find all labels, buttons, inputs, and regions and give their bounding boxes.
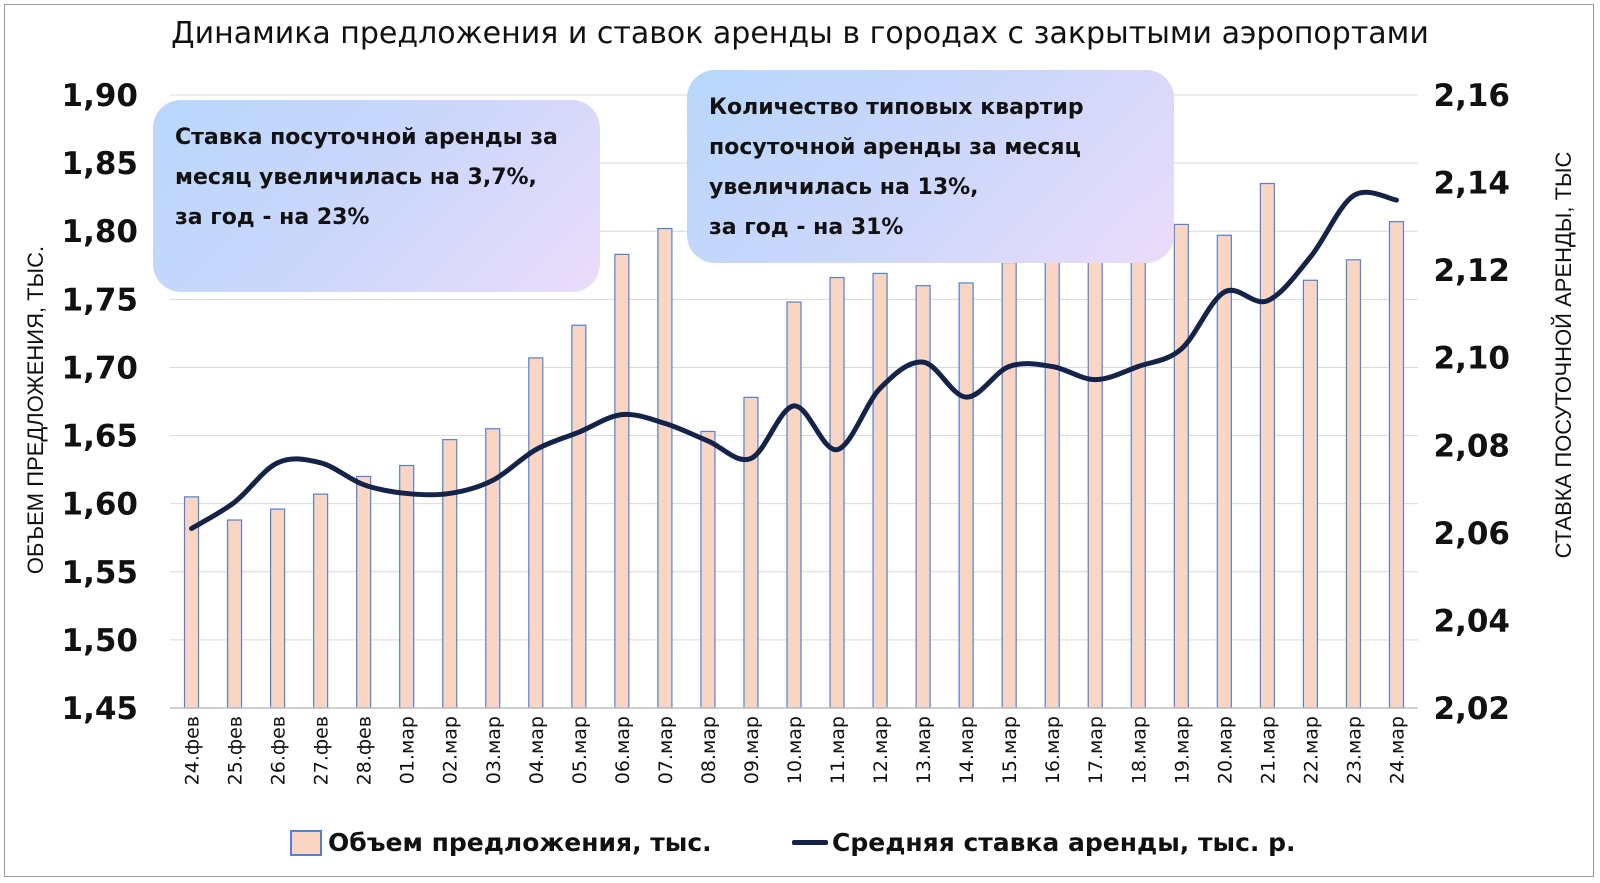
y-left-tick-label: 1,55: [62, 555, 139, 591]
x-tick-label: 24.мар: [1386, 716, 1408, 784]
bar: [872, 272, 888, 709]
bar: [829, 276, 845, 709]
x-tick-label: 02.мар: [440, 716, 462, 784]
y-left-tick-label: 1,85: [62, 146, 139, 182]
y-left-tick-label: 1,90: [62, 78, 139, 114]
bar: [786, 301, 802, 709]
bar: [571, 324, 587, 709]
y-right-tick-label: 2,14: [1434, 166, 1511, 202]
annotation-line: за год - на 23%: [175, 205, 370, 230]
bar: [1259, 182, 1275, 709]
x-tick-label: 21.мар: [1257, 716, 1279, 784]
x-tick-label: 26.фев: [268, 716, 290, 785]
bar: [657, 227, 673, 709]
annotation-line: месяц увеличилась на 3,7%,: [175, 165, 537, 190]
y-right-tick-label: 2,08: [1434, 428, 1511, 464]
bar: [700, 430, 716, 709]
x-tick-label: 07.мар: [655, 716, 677, 784]
y-left-tick-label: 1,80: [62, 214, 139, 250]
annotation-line: Ставка посуточной аренды за: [175, 125, 558, 150]
x-tick-label: 11.мар: [827, 716, 849, 784]
legend-line-swatch: [792, 840, 828, 845]
annotation-apartment-count: Количество типовых квартир посуточной ар…: [687, 70, 1174, 263]
bar: [1173, 223, 1189, 709]
bar: [1345, 259, 1362, 709]
bar: [399, 464, 415, 709]
annotation-line: увеличилась на 13%,: [709, 175, 979, 200]
x-tick-label: 16.мар: [1042, 716, 1064, 784]
x-tick-label: 10.мар: [784, 716, 806, 784]
x-tick-label: 09.мар: [741, 716, 763, 784]
legend-label-supply: Объем предложения, тыс.: [328, 828, 712, 857]
y-right-tick-label: 2,10: [1434, 341, 1511, 377]
y-right-tick-label: 2,16: [1434, 78, 1511, 114]
x-tick-label: 01.мар: [397, 716, 419, 784]
legend-item-rate: Средняя ставка аренды, тыс. р.: [792, 828, 1296, 857]
y-left-tick-label: 1,75: [62, 282, 139, 318]
x-tick-label: 06.мар: [612, 716, 634, 784]
y-right-tick-label: 2,04: [1434, 603, 1511, 639]
annotation-line: посуточной аренды за месяц: [709, 135, 1081, 160]
x-tick-label: 13.мар: [913, 716, 935, 784]
legend-bar-swatch: [290, 829, 322, 856]
bar: [528, 357, 544, 709]
x-tick-label: 14.мар: [956, 716, 978, 784]
y-left-tick-label: 1,45: [62, 691, 139, 727]
bar: [958, 282, 974, 709]
x-tick-label: 20.мар: [1214, 716, 1236, 784]
y-axis-right-label: СТАВКА ПОСУТОЧНОЙ АРЕНДЫ, ТЫС: [1551, 151, 1576, 559]
y-left-tick-label: 1,60: [62, 487, 139, 523]
x-tick-label: 27.фев: [311, 716, 333, 785]
legend-label-rate: Средняя ставка аренды, тыс. р.: [832, 828, 1296, 857]
bar: [743, 396, 759, 709]
bar: [442, 439, 458, 709]
rate-line: [189, 189, 1399, 531]
bar: [1001, 261, 1017, 709]
annotation-line: за год - на 31%: [709, 215, 904, 240]
bar: [1130, 231, 1146, 709]
axes: 1,45 1,50 1,55 1,60 1,65 1,70 1,75 1,80 1,85 1,90…: [62, 78, 1511, 785]
bar: [313, 493, 329, 709]
bar: [614, 253, 630, 709]
bar: [1388, 221, 1405, 709]
bar: [1216, 234, 1232, 709]
bar: [356, 475, 372, 709]
bar: [1044, 238, 1060, 709]
x-tick-label: 25.фев: [225, 716, 247, 785]
x-tick-label: 28.фев: [354, 716, 376, 785]
y-left-tick-label: 1,70: [62, 350, 139, 386]
x-tick-label: 15.мар: [999, 716, 1021, 784]
y-right-tick-label: 2,06: [1434, 516, 1511, 552]
x-tick-label: 18.мар: [1128, 716, 1150, 784]
bar: [269, 508, 286, 709]
y-right-tick-label: 2,02: [1434, 691, 1511, 727]
x-tick-label: 05.мар: [569, 716, 591, 784]
x-tick-label: 24.фев: [182, 716, 204, 785]
x-tick-label: 23.мар: [1343, 716, 1365, 784]
line-series: [189, 189, 1399, 531]
annotation-rent-rate: Ставка посуточной аренды за месяц увелич…: [153, 100, 600, 292]
x-tick-label: 03.мар: [483, 716, 505, 784]
chart-title: Динамика предложения и ставок аренды в г…: [171, 16, 1429, 51]
y-left-tick-label: 1,50: [62, 623, 139, 659]
bar: [1087, 245, 1103, 709]
bar: [1302, 279, 1319, 709]
bar-series: [183, 182, 1405, 709]
legend-item-supply: Объем предложения, тыс.: [290, 828, 712, 857]
bar: [915, 285, 931, 709]
x-tick-label: 17.мар: [1085, 716, 1107, 784]
bar: [226, 519, 243, 709]
x-tick-label: 12.мар: [870, 716, 892, 784]
bar: [485, 428, 501, 709]
y-axis-left-label: ОБЪЕМ ПРЕДЛОЖЕНИЯ, ТЫС.: [23, 245, 48, 575]
y-left-tick-label: 1,65: [62, 419, 139, 455]
legend: Объем предложения, тыс. Средняя ставка а…: [0, 828, 1600, 868]
x-tick-label: 19.мар: [1171, 716, 1193, 784]
x-tick-label: 22.мар: [1300, 716, 1322, 784]
x-tick-label: 08.мар: [698, 716, 720, 784]
x-tick-label: 04.мар: [526, 716, 548, 784]
annotation-line: Количество типовых квартир: [709, 95, 1084, 120]
y-right-tick-label: 2,12: [1434, 253, 1511, 289]
